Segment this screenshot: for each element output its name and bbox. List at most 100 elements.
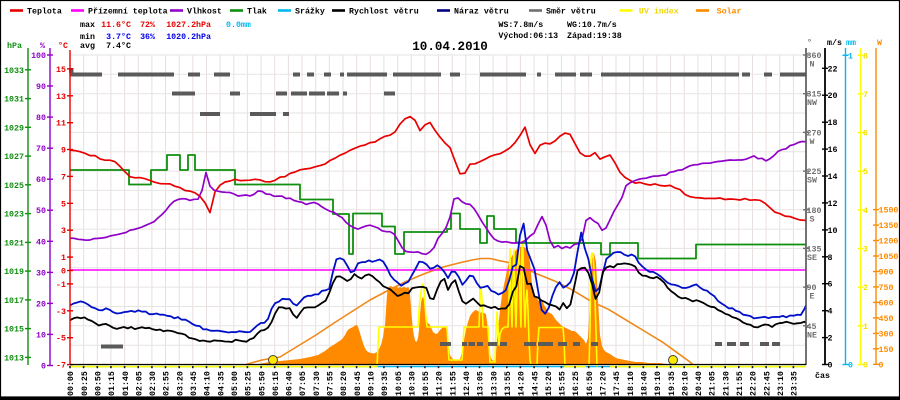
svg-text:Tlak: Tlak	[247, 7, 267, 17]
svg-text:17:20: 17:20	[600, 371, 609, 396]
svg-text:40: 40	[36, 238, 46, 247]
svg-text:1: 1	[848, 52, 853, 61]
svg-text:01:40: 01:40	[122, 371, 131, 396]
svg-text:3: 3	[61, 227, 66, 236]
svg-text:21:30: 21:30	[722, 371, 731, 396]
svg-text:225: 225	[807, 168, 822, 177]
svg-text:07:05: 07:05	[299, 371, 308, 396]
svg-text:10:30: 10:30	[408, 371, 417, 396]
svg-text:14:45: 14:45	[531, 371, 540, 396]
svg-text:00:00: 00:00	[67, 371, 76, 396]
svg-text:150: 150	[879, 346, 894, 355]
svg-text:-1: -1	[56, 281, 66, 290]
svg-text:03:20: 03:20	[176, 371, 185, 396]
svg-text:23:35: 23:35	[791, 371, 800, 396]
svg-text:Solar: Solar	[717, 7, 742, 17]
svg-text:04:10: 04:10	[204, 371, 213, 396]
svg-text:1015: 1015	[4, 326, 24, 335]
svg-text:1: 1	[61, 254, 66, 263]
svg-text:600: 600	[879, 299, 894, 308]
svg-text:06:40: 06:40	[286, 371, 295, 396]
svg-text:16: 16	[828, 146, 838, 155]
svg-text:min: min	[80, 32, 95, 42]
svg-text:m/s: m/s	[827, 38, 842, 48]
svg-text:23:10: 23:10	[777, 371, 786, 396]
svg-text:18: 18	[828, 119, 838, 128]
svg-text:13:30: 13:30	[490, 371, 499, 396]
svg-text:1021: 1021	[4, 239, 24, 248]
svg-text:15: 15	[56, 66, 66, 75]
svg-text:2: 2	[828, 335, 833, 344]
svg-text:04:35: 04:35	[217, 371, 226, 396]
svg-text:NE: NE	[807, 331, 817, 340]
svg-text:UV index: UV index	[639, 7, 679, 17]
svg-text:mm: mm	[846, 39, 856, 48]
svg-text:18:10: 18:10	[627, 371, 636, 396]
svg-text:13: 13	[56, 93, 66, 102]
svg-text:avg: avg	[80, 42, 95, 51]
svg-text:10:55: 10:55	[422, 371, 431, 396]
svg-text:Západ:19:38: Západ:19:38	[567, 31, 622, 41]
svg-text:360: 360	[807, 52, 822, 61]
svg-text:SW: SW	[807, 177, 817, 186]
svg-text:Vlhkost: Vlhkost	[187, 7, 222, 17]
svg-text:20:10: 20:10	[681, 371, 690, 396]
svg-text:14: 14	[828, 173, 838, 182]
svg-text:08:45: 08:45	[354, 371, 363, 396]
svg-text:90: 90	[36, 83, 46, 92]
svg-text:10: 10	[36, 331, 46, 340]
svg-text:1023: 1023	[4, 211, 24, 220]
svg-text:72%: 72%	[140, 21, 155, 30]
svg-text:900: 900	[879, 269, 894, 278]
svg-text:0: 0	[848, 362, 853, 371]
svg-text:6: 6	[863, 130, 868, 139]
svg-text:02:30: 02:30	[149, 371, 158, 396]
svg-text:°: °	[807, 39, 812, 48]
svg-text:8: 8	[863, 52, 868, 61]
svg-text:20:40: 20:40	[695, 371, 704, 396]
svg-text:Teplota: Teplota	[27, 7, 62, 17]
svg-text:1025: 1025	[4, 182, 24, 191]
svg-text:Směr větru: Směr větru	[546, 7, 596, 17]
svg-text:-7: -7	[56, 362, 66, 371]
svg-text:270: 270	[807, 129, 822, 138]
svg-text:5: 5	[61, 200, 66, 209]
svg-text:12: 12	[828, 200, 838, 209]
svg-text:05:00: 05:00	[231, 371, 240, 396]
svg-text:1020.2hPa: 1020.2hPa	[166, 32, 211, 42]
svg-text:1: 1	[863, 323, 868, 332]
svg-text:1013: 1013	[4, 354, 24, 363]
svg-text:22: 22	[828, 65, 838, 74]
svg-text:16:25: 16:25	[572, 371, 581, 396]
svg-text:1031: 1031	[4, 96, 24, 105]
svg-text:07:30: 07:30	[313, 371, 322, 396]
svg-text:180: 180	[807, 207, 822, 216]
svg-text:1017: 1017	[4, 297, 24, 306]
svg-text:S: S	[810, 215, 815, 224]
svg-text:-3: -3	[56, 308, 66, 317]
svg-text:14:20: 14:20	[518, 371, 527, 396]
svg-text:17:45: 17:45	[613, 371, 622, 396]
svg-text:90: 90	[807, 284, 817, 293]
svg-text:18:40: 18:40	[641, 371, 650, 396]
svg-text:80: 80	[36, 114, 46, 123]
svg-text:19:35: 19:35	[668, 371, 677, 396]
svg-text:19:10: 19:10	[654, 371, 663, 396]
svg-text:11:20: 11:20	[436, 371, 445, 396]
svg-text:15:55: 15:55	[559, 371, 568, 396]
svg-text:0: 0	[863, 362, 868, 371]
svg-text:Rychlost větru: Rychlost větru	[349, 7, 419, 17]
svg-text:06:15: 06:15	[272, 371, 281, 396]
svg-text:1027: 1027	[4, 153, 24, 162]
svg-text:7: 7	[61, 173, 66, 182]
svg-text:1500: 1500	[879, 207, 899, 216]
svg-text:WG:10.7m/s: WG:10.7m/s	[567, 20, 617, 30]
svg-text:00:25: 00:25	[81, 371, 90, 396]
svg-text:SE: SE	[807, 254, 817, 263]
svg-text:0.0mm: 0.0mm	[226, 21, 251, 30]
svg-text:hPa: hPa	[7, 41, 22, 51]
svg-text:02:05: 02:05	[135, 371, 144, 396]
svg-text:00:50: 00:50	[95, 371, 104, 396]
svg-text:05:50: 05:50	[258, 371, 267, 396]
svg-text:1019: 1019	[4, 268, 24, 277]
